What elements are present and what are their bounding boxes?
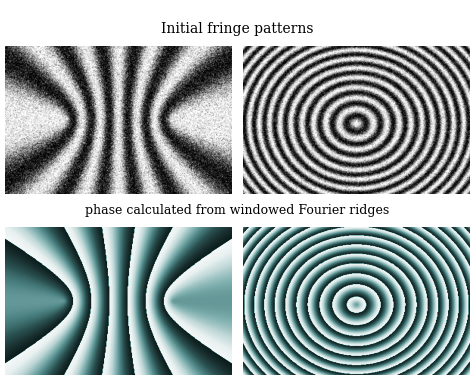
Text: Initial fringe patterns: Initial fringe patterns xyxy=(161,22,313,36)
Text: phase calculated from windowed Fourier ridges: phase calculated from windowed Fourier r… xyxy=(85,204,389,217)
